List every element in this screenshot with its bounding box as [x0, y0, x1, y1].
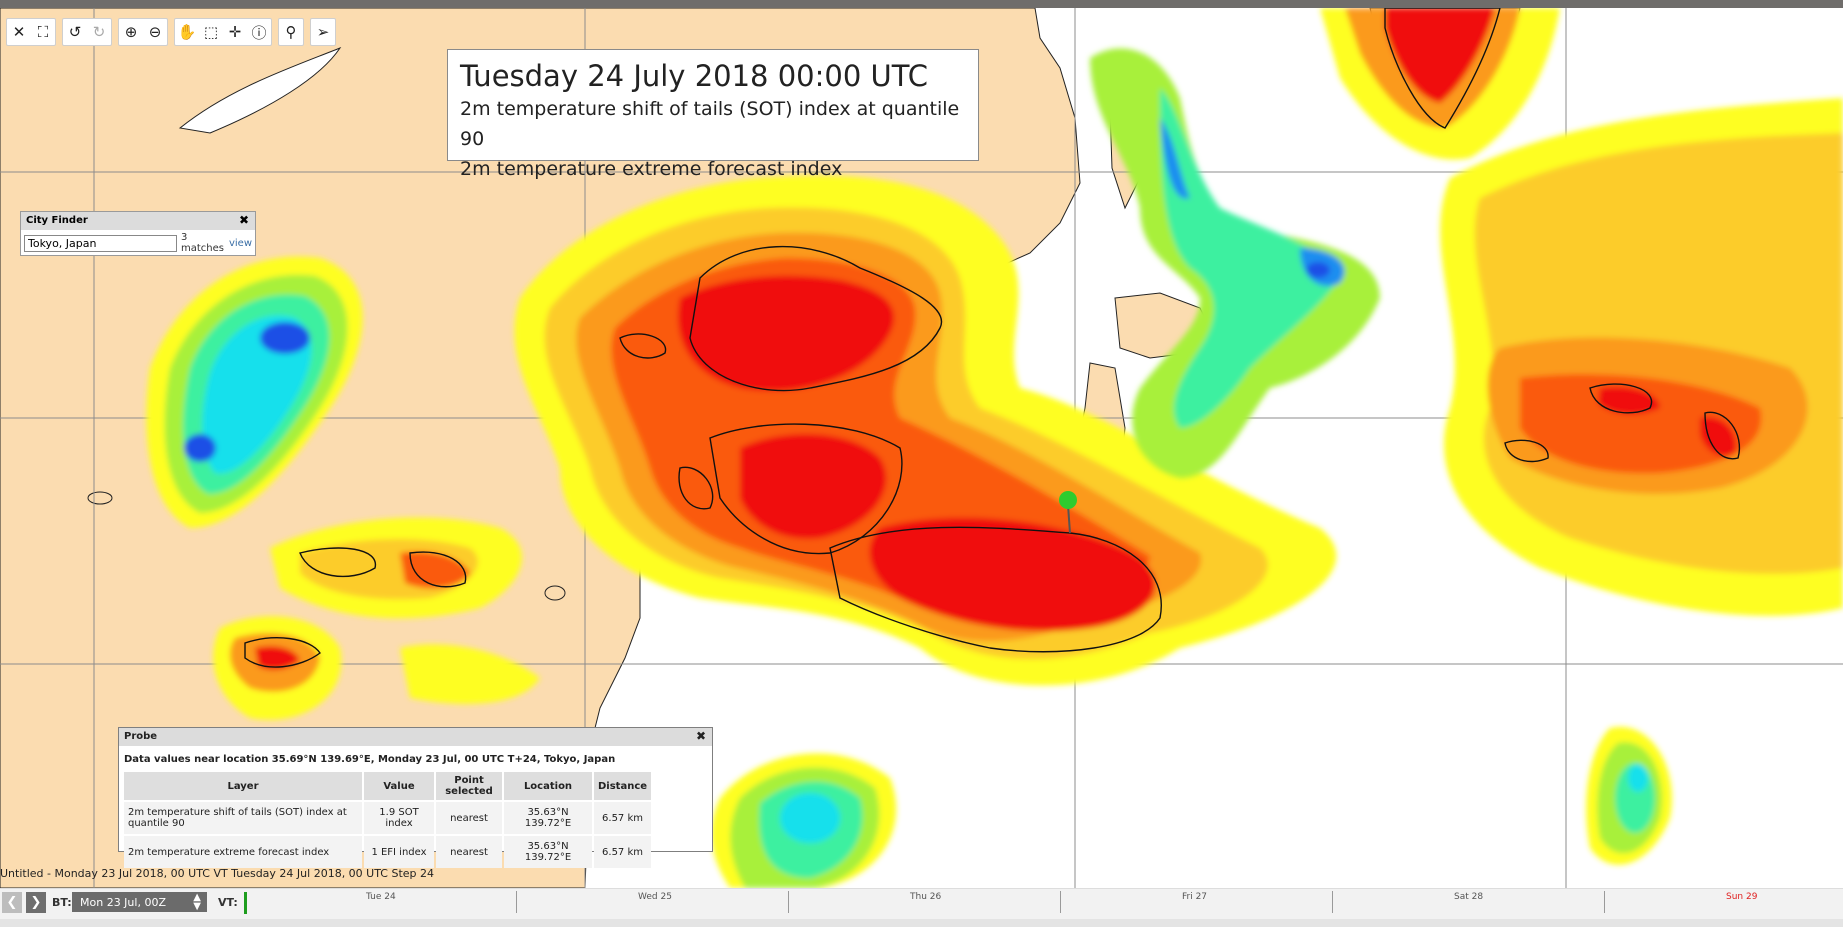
layer-title-sot: 2m temperature shift of tails (SOT) inde… [460, 98, 960, 150]
table-cell: 2m temperature extreme forecast index [124, 836, 362, 868]
chevron-updown-icon: ▲ ▼ [193, 892, 201, 912]
toolbar-group-marker: ⚲ [278, 18, 304, 46]
city-finder-panel: City Finder ✖ 3 matches view [20, 211, 256, 256]
city-search-input[interactable] [24, 234, 177, 252]
toolbar-group-history: ↺ ↻ [62, 18, 112, 46]
map-title-box: Tuesday 24 July 2018 00:00 UTC 2m temper… [447, 49, 979, 180]
top-bar [0, 0, 1843, 8]
day-tick [788, 891, 789, 913]
table-row: 2m temperature extreme forecast index 1 … [124, 836, 652, 868]
view-matches-link[interactable]: view [228, 237, 252, 249]
day-label[interactable]: Sun 29 [1726, 892, 1758, 902]
table-cell: 1.9 SOT index [364, 802, 434, 834]
layer-title-efi: 2m temperature extreme forecast index [460, 158, 843, 180]
toolbar-group-tools: ✋ ⬚ ✛ ⓘ [174, 18, 272, 46]
efi-warm-field-east [1440, 98, 1843, 616]
undo-icon[interactable]: ↺ [68, 23, 82, 41]
efi-cold-field-south [711, 726, 1672, 888]
day-tick [1604, 891, 1605, 913]
base-time-value: Mon 23 Jul, 00Z [80, 896, 166, 909]
table-cell: 2m temperature shift of tails (SOT) inde… [124, 802, 362, 834]
bottom-strip [0, 919, 1843, 927]
probe-panel: Probe ✖ Data values near location 35.69°… [118, 727, 713, 868]
table-cell: nearest [436, 836, 502, 868]
next-button[interactable]: ❯ [26, 892, 46, 913]
toolbar-group-zoom: ⊕ ⊖ [118, 18, 168, 46]
efi-warm-field-main [514, 175, 1337, 686]
map-toolbar: ✕ ⛶ ↺ ↻ ⊕ ⊖ ✋ ⬚ ✛ ⓘ ⚲ ➢ [6, 18, 336, 46]
fullscreen-icon[interactable]: ⛶ [37, 23, 49, 41]
valid-time-title: Tuesday 24 July 2018 00:00 UTC [460, 59, 928, 93]
probe-header: Probe ✖ [119, 728, 712, 746]
bt-label: BT: [52, 896, 72, 909]
day-tick [516, 891, 517, 913]
vt-label: VT: [218, 896, 238, 909]
zoom-in-icon[interactable]: ⊕ [124, 23, 138, 41]
timeline-bar: ❮ ❯ BT: Mon 23 Jul, 00Z ▲ ▼ VT: Tue 24 Wed… [0, 888, 1843, 919]
day-label[interactable]: Thu 26 [910, 892, 942, 902]
column-header: Layer [124, 772, 362, 800]
day-tick [1332, 891, 1333, 913]
close-icon[interactable]: ✖ [238, 213, 249, 227]
day-label[interactable]: Sat 28 [1454, 892, 1484, 902]
base-time-select[interactable]: Mon 23 Jul, 00Z ▲ ▼ [72, 892, 207, 912]
day-label[interactable]: Wed 25 [638, 892, 672, 902]
pan-hand-icon[interactable]: ✋ [177, 23, 197, 41]
column-header: Location [504, 772, 592, 800]
previous-button[interactable]: ❮ [2, 892, 22, 913]
crosshair-icon[interactable]: ✛ [228, 23, 242, 41]
close-icon[interactable]: ✖ [695, 729, 706, 743]
table-cell: 6.57 km [594, 802, 652, 834]
table-cell: 35.63°N 139.72°E [504, 836, 592, 868]
column-header: Distance [594, 772, 652, 800]
probe-table: Layer Value Point selected Location Dist… [122, 770, 653, 870]
column-header: Value [364, 772, 434, 800]
city-finder-header: City Finder ✖ [21, 212, 255, 230]
table-cell: nearest [436, 802, 502, 834]
efi-warm-field-west [213, 517, 540, 720]
efi-cold-field-west [146, 256, 363, 528]
info-icon[interactable]: ⓘ [251, 23, 267, 42]
marker-pin-icon[interactable]: ⚲ [285, 23, 297, 41]
sot-contours [244, 8, 1741, 668]
city-finder-title: City Finder [26, 215, 88, 226]
send-arrow-icon[interactable]: ➢ [316, 23, 330, 41]
day-label[interactable]: Fri 27 [1182, 892, 1208, 902]
valid-time-marker[interactable] [244, 892, 247, 914]
status-text: Untitled - Monday 23 Jul 2018, 00 UTC VT… [0, 867, 435, 880]
day-tick [1060, 891, 1061, 913]
efi-warm-field-north [1320, 8, 1560, 160]
toolbar-group-send: ➢ [310, 18, 336, 46]
table-cell: 6.57 km [594, 836, 652, 868]
table-cell: 1 EFI index [364, 836, 434, 868]
table-cell: 35.63°N 139.72°E [504, 802, 592, 834]
redo-icon[interactable]: ↻ [92, 23, 106, 41]
probe-title: Probe [124, 731, 158, 742]
match-count: 3 matches [181, 232, 224, 254]
table-row: 2m temperature shift of tails (SOT) inde… [124, 802, 652, 834]
probe-location-info: Data values near location 35.69°N 139.69… [124, 754, 616, 765]
efi-cold-field-north [1090, 48, 1380, 479]
select-box-icon[interactable]: ⬚ [203, 23, 219, 41]
zoom-out-icon[interactable]: ⊖ [148, 23, 162, 41]
close-icon[interactable]: ✕ [12, 23, 26, 41]
toolbar-group-window: ✕ ⛶ [6, 18, 56, 46]
column-header: Point selected [436, 772, 502, 800]
day-label[interactable]: Tue 24 [366, 892, 396, 902]
location-marker [1059, 491, 1077, 534]
